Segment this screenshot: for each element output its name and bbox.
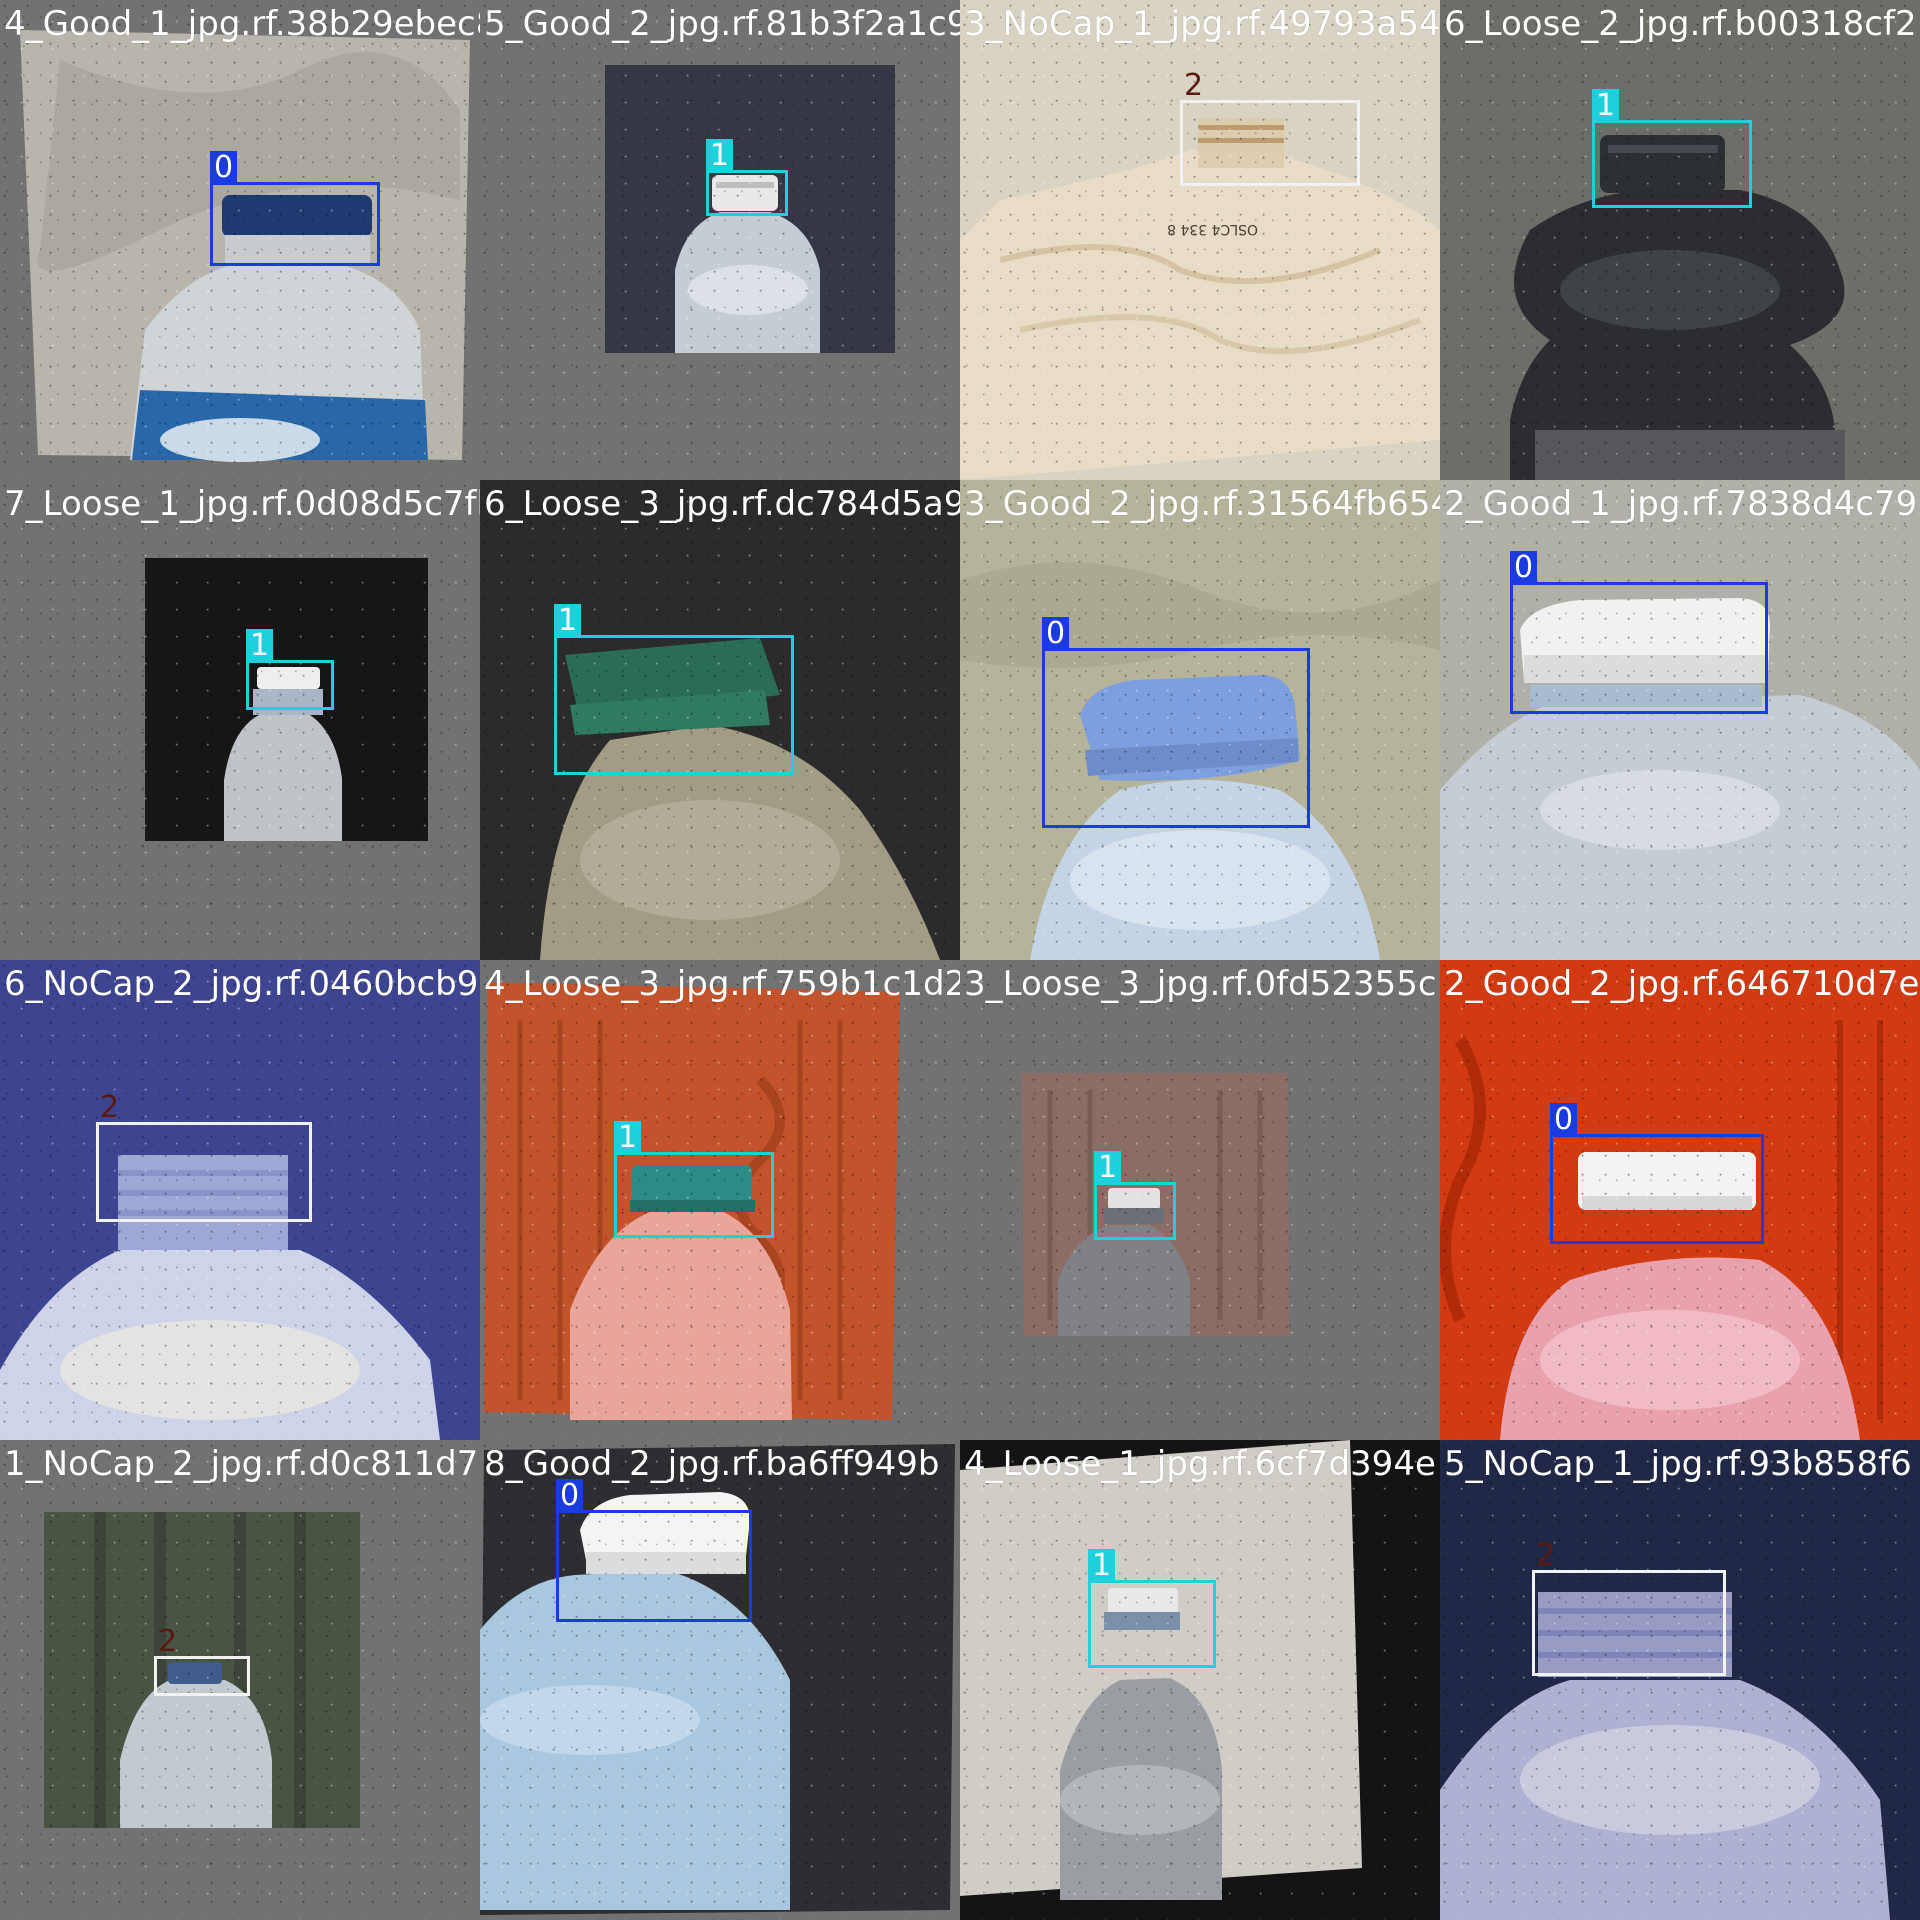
bottle-photo [480, 960, 960, 1440]
class-label: 2 [158, 1624, 178, 1659]
class-label: 1 [614, 1121, 642, 1155]
bottle-photo: OSLC4 334 8 [960, 0, 1440, 480]
bounding-box: 1 [1592, 89, 1752, 208]
bottle-photo [480, 480, 960, 960]
image-tile: 2 5_NoCap_1_jpg.rf.93b858f6 [1440, 1440, 1920, 1920]
bottle-photo [480, 0, 960, 480]
bounding-box: 2 [1532, 1539, 1726, 1676]
bottle-photo [0, 960, 480, 1440]
class-label: 1 [1592, 89, 1620, 123]
bounding-box: 2 [1180, 69, 1360, 186]
class-label: 1 [1094, 1151, 1122, 1185]
class-label: 0 [556, 1479, 584, 1513]
bounding-box: 0 [210, 151, 380, 266]
bounding-box: 1 [1088, 1549, 1216, 1668]
bounding-box: 0 [1510, 551, 1768, 714]
image-tile: 1 6_Loose_3_jpg.rf.dc784d5a9b5 [480, 480, 960, 960]
image-tile: 0 2_Good_2_jpg.rf.646710d7e [1440, 960, 1920, 1440]
class-label: 0 [1042, 617, 1070, 651]
image-tile: 0 4_Good_1_jpg.rf.38b29ebec80726e4b2f44b… [0, 0, 480, 480]
class-label: 1 [706, 139, 734, 173]
bottle-photo [0, 1440, 480, 1920]
image-tile: 1 4_Loose_3_jpg.rf.759b1c1d20 [480, 960, 960, 1440]
bottle-photo [1440, 960, 1920, 1440]
bounding-box: 0 [1550, 1103, 1764, 1244]
bounding-box: 0 [556, 1479, 752, 1622]
bounding-box: 1 [1094, 1151, 1176, 1240]
class-label: 0 [1550, 1103, 1578, 1137]
image-tile: 1 5_Good_2_jpg.rf.81b3f2a1c9 [480, 0, 960, 480]
bounding-box: 1 [706, 139, 788, 216]
image-tile: 2 6_NoCap_2_jpg.rf.0460bcb96 [0, 960, 480, 1440]
bottle-photo [960, 1440, 1440, 1920]
image-tile: 1 6_Loose_2_jpg.rf.b00318cf2 [1440, 0, 1920, 480]
bounding-box: 1 [246, 629, 334, 710]
class-label: 1 [554, 604, 582, 638]
bounding-box: 1 [554, 604, 794, 775]
bottle-photo [0, 0, 480, 480]
image-tile: OSLC4 334 8 2 3_NoCap_1_jpg.rf.49793a545… [960, 0, 1440, 480]
class-label: 2 [1184, 68, 1204, 103]
bottle-photo [1440, 1440, 1920, 1920]
image-tile: 1 3_Loose_3_jpg.rf.0fd52355c [960, 960, 1440, 1440]
bounding-box: 2 [96, 1091, 312, 1222]
bounding-box: 0 [1042, 617, 1310, 828]
class-label: 2 [100, 1090, 120, 1125]
class-label: 1 [246, 629, 274, 663]
image-tile: 1 4_Loose_1_jpg.rf.6cf7d394e [960, 1440, 1440, 1920]
class-label: 0 [1510, 551, 1538, 585]
class-label: 0 [210, 151, 238, 185]
class-label: 1 [1088, 1549, 1116, 1583]
image-tile: 0 2_Good_1_jpg.rf.7838d4c792 [1440, 480, 1920, 960]
image-tile: 1 7_Loose_1_jpg.rf.0d08d5c7fb [0, 480, 480, 960]
bottle-photo [0, 480, 480, 960]
image-tile: 0 3_Good_2_jpg.rf.31564fb654b9 [960, 480, 1440, 960]
bottle-photo [960, 960, 1440, 1440]
bottle-photo [480, 1440, 960, 1920]
image-tile: 2 1_NoCap_2_jpg.rf.d0c811d7 [0, 1440, 480, 1920]
bounding-box: 1 [614, 1121, 774, 1238]
svg-text:OSLC4 334 8: OSLC4 334 8 [1167, 221, 1258, 237]
bottle-photo [1440, 0, 1920, 480]
class-label: 2 [1536, 1538, 1556, 1573]
image-tile: 0 8_Good_2_jpg.rf.ba6ff949b [480, 1440, 960, 1920]
bounding-box: 2 [154, 1625, 250, 1696]
